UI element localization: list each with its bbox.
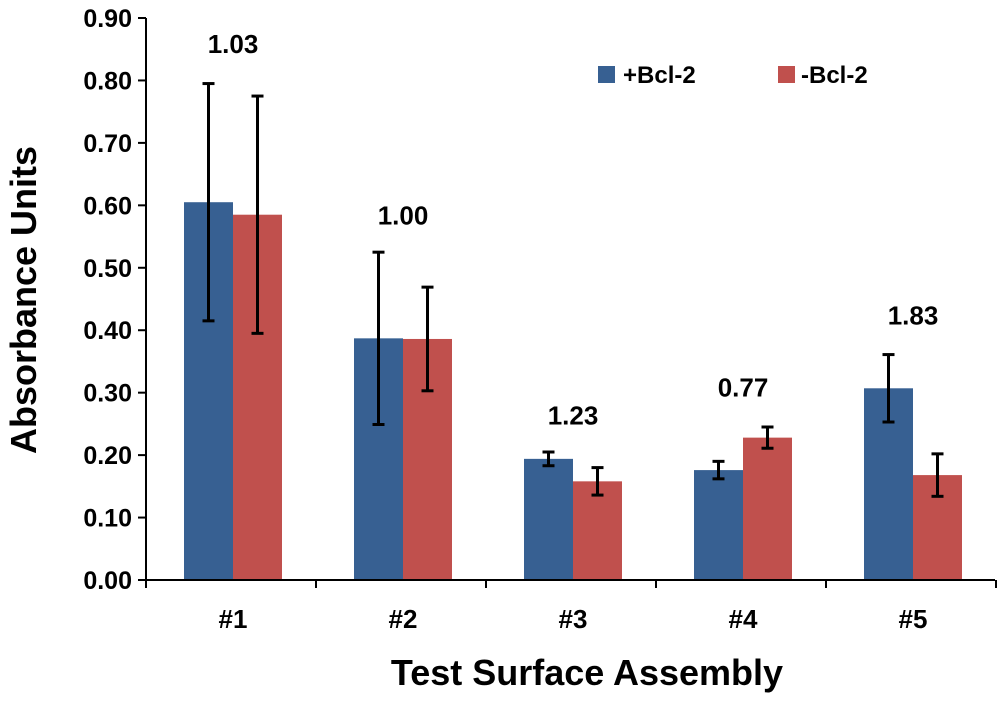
ratio-annotation: 0.77 <box>718 372 769 402</box>
bar-minus-bcl2 <box>573 481 622 580</box>
x-tick-label: #1 <box>219 604 248 634</box>
error-bars-layer <box>202 82 944 498</box>
legend-item-plus-bcl2: +Bcl-2 <box>598 62 696 89</box>
x-tick-label: #3 <box>559 604 588 634</box>
x-ticks-layer: #1 #2 #3 #4 #5 <box>145 580 997 634</box>
ratio-annotation: 1.83 <box>888 301 939 331</box>
legend-swatch-plus-bcl2 <box>598 66 615 83</box>
legend-label-minus-bcl2: -Bcl-2 <box>801 62 868 89</box>
legend-item-minus-bcl2: -Bcl-2 <box>778 62 868 89</box>
x-tick-label: #4 <box>729 604 758 634</box>
y-tick-label: 0.00 <box>83 567 132 595</box>
ratio-annotation: 1.23 <box>548 401 599 431</box>
y-tick-label: 0.20 <box>83 442 132 470</box>
bar-minus-bcl2 <box>743 437 792 580</box>
y-tick-label: 0.80 <box>83 67 132 95</box>
ratio-annotation: 1.00 <box>378 201 429 231</box>
x-axis-title: Test Surface Assembly <box>391 652 783 693</box>
legend-label-plus-bcl2: +Bcl-2 <box>623 62 696 89</box>
bar-plus-bcl2 <box>524 458 573 580</box>
legend: +Bcl-2 -Bcl-2 <box>598 62 868 89</box>
annotations-layer: 1.03 1.00 1.23 0.77 1.83 <box>208 29 939 431</box>
y-ticks-layer: 0.00 0.10 0.20 0.30 0.40 0.50 0.60 0.70 0.80 0.90 <box>83 5 146 595</box>
y-tick-label: 0.40 <box>83 317 132 345</box>
y-tick-label: 0.50 <box>83 255 132 283</box>
ratio-annotation: 1.03 <box>208 29 259 59</box>
axes-layer <box>145 18 995 581</box>
y-tick-label: 0.10 <box>83 505 132 533</box>
bars-layer <box>184 202 962 580</box>
y-tick-label: 0.30 <box>83 380 132 408</box>
y-tick-label: 0.90 <box>83 5 132 33</box>
x-tick-label: #2 <box>389 604 418 634</box>
y-axis-title: Absorbance Units <box>3 146 44 454</box>
legend-swatch-minus-bcl2 <box>778 66 795 83</box>
bar-plus-bcl2 <box>694 470 743 580</box>
y-tick-label: 0.60 <box>83 192 132 220</box>
y-tick-label: 0.70 <box>83 130 132 158</box>
x-tick-label: #5 <box>899 604 928 634</box>
